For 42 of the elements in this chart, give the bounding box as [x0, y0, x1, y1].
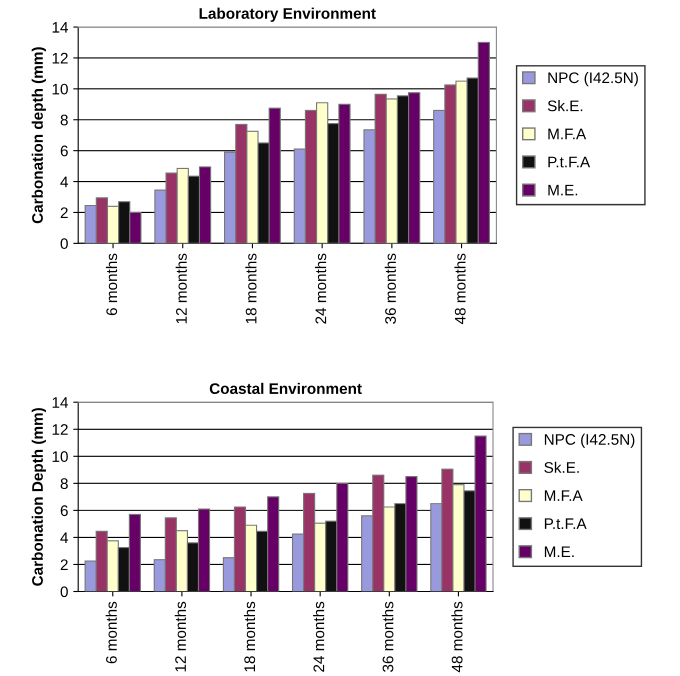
x-tick-label: 12 months	[174, 602, 186, 672]
x-tick-label: 6 months	[106, 602, 117, 664]
y-axis-title: Carbonation depth (mm)	[32, 47, 46, 224]
legend-label: Sk.E.	[544, 462, 579, 473]
y-tick-label: 4	[60, 176, 68, 188]
y-tick-label: 10	[52, 84, 68, 95]
y-tick-label: 6	[60, 505, 68, 516]
legend-label: Sk.E.	[548, 100, 582, 112]
y-tick-label: 8	[60, 114, 68, 126]
y-tick-label: 14	[52, 397, 68, 408]
legend-label: NPC (I42.5N)	[544, 434, 634, 448]
legend-label: M.E.	[544, 546, 574, 557]
x-tick-label: 6 months	[106, 254, 118, 316]
y-tick-label: 2	[60, 207, 68, 218]
y-tick-label: 14	[52, 22, 68, 33]
x-tick-label: 36 months	[384, 254, 396, 324]
y-tick-label: 12	[52, 424, 68, 435]
y-tick-label: 8	[60, 478, 68, 490]
y-tick-label: 0	[60, 238, 68, 250]
x-tick-label: 18 months	[245, 254, 257, 324]
x-tick-label: 24 months	[315, 254, 326, 324]
x-tick-label: 18 months	[244, 602, 256, 672]
legend-label: NPC (I42.5N)	[548, 72, 638, 86]
x-tick-label: 12 months	[176, 254, 187, 324]
chart-title: Laboratory Environment	[200, 8, 376, 22]
y-tick-label: 10	[52, 451, 68, 462]
legend-label: M.E.	[548, 184, 578, 196]
legend-label: P.t.F.A	[544, 518, 587, 530]
y-tick-label: 2	[60, 559, 68, 570]
legend-label: P.t.F.A	[548, 156, 590, 168]
y-tick-label: 12	[52, 52, 68, 64]
legend-label: M.F.A	[544, 490, 583, 501]
x-tick-label: 24 months	[313, 602, 324, 672]
y-tick-label: 4	[60, 532, 68, 543]
y-tick-label: 6	[60, 146, 68, 156]
y-axis-title: Carbonation Depth (mm)	[32, 408, 46, 586]
y-tick-label: 0	[60, 586, 68, 598]
x-tick-label: 48 months	[451, 602, 463, 672]
chart-title: Coastal Environment	[210, 382, 362, 394]
x-tick-label: 36 months	[382, 602, 394, 672]
x-tick-label: 48 months	[454, 254, 466, 324]
legend-label: M.F.A	[548, 128, 586, 140]
